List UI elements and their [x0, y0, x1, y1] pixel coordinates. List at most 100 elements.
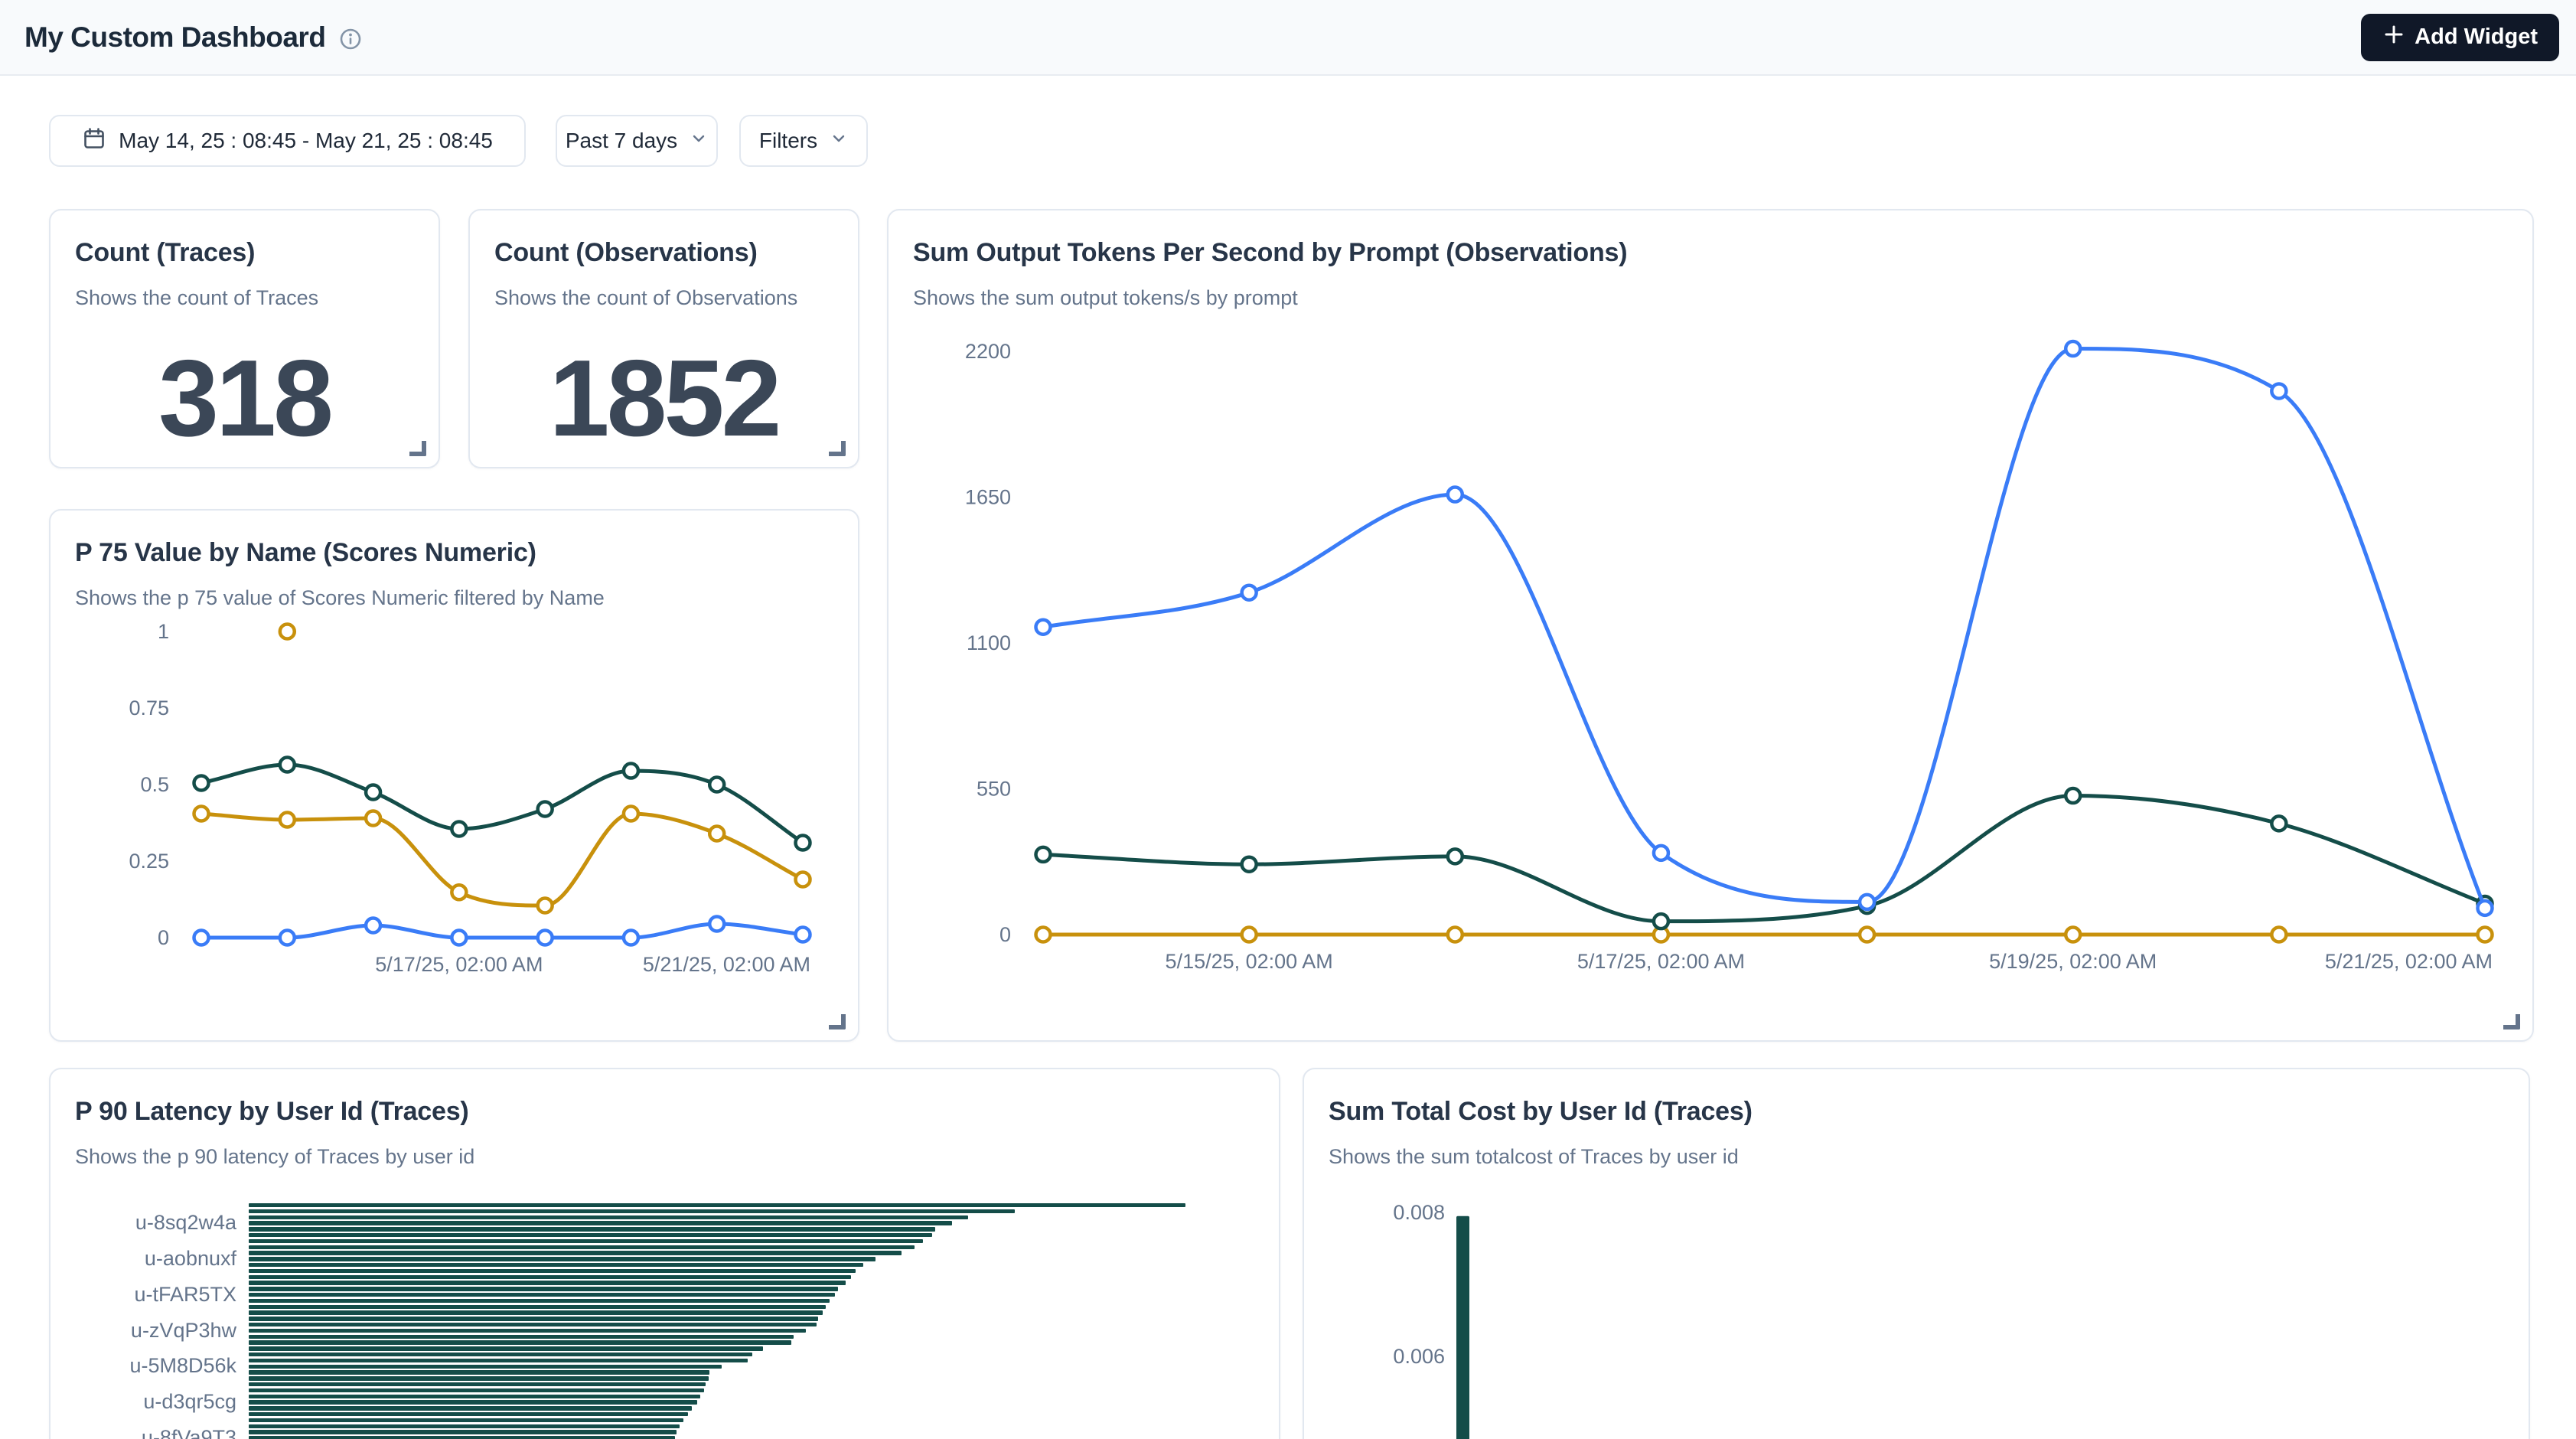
bar: [249, 1412, 688, 1416]
bar: [249, 1353, 752, 1356]
bar: [249, 1293, 835, 1297]
widget-subtitle: Shows the p 75 value of Scores Numeric f…: [75, 586, 833, 610]
widget-subtitle: Shows the count of Observations: [494, 286, 833, 310]
filters-button[interactable]: Filters: [739, 115, 868, 167]
widget-title: Sum Output Tokens Per Second by Prompt (…: [913, 238, 2508, 268]
svg-text:0.008: 0.008: [1393, 1201, 1445, 1224]
bar-axis-label: u-8fVa9T3: [75, 1426, 249, 1439]
bar: [249, 1424, 680, 1428]
widget-subtitle: Shows the sum totalcost of Traces by use…: [1329, 1145, 2504, 1169]
bar: [249, 1365, 722, 1369]
bar: [249, 1281, 846, 1284]
bar: [249, 1299, 830, 1303]
svg-text:0.5: 0.5: [140, 773, 169, 796]
bar: [249, 1406, 692, 1410]
range-preset-button[interactable]: Past 7 days: [556, 115, 718, 167]
bar: [249, 1395, 700, 1398]
widget-subtitle: Shows the p 90 latency of Traces by user…: [75, 1145, 1254, 1169]
svg-text:5/21/25, 02:00 AM: 5/21/25, 02:00 AM: [2325, 950, 2493, 973]
bar: [249, 1269, 856, 1273]
bar: [249, 1203, 1185, 1207]
bar-axis-label: u-tFAR5TX: [75, 1283, 249, 1307]
bar: [249, 1376, 709, 1380]
svg-text:5/21/25, 02:00 AM: 5/21/25, 02:00 AM: [643, 953, 810, 976]
bar-axis-label: u-d3qr5cg: [75, 1390, 249, 1414]
chevron-down-icon: [830, 129, 848, 153]
bar-axis-label: u-zVqP3hw: [75, 1319, 249, 1343]
filters-label: Filters: [759, 129, 817, 153]
add-widget-button[interactable]: Add Widget: [2361, 14, 2559, 61]
resize-handle-icon[interactable]: [2503, 1014, 2520, 1029]
bar: [249, 1287, 838, 1291]
bar: [249, 1257, 876, 1261]
svg-text:5/17/25, 02:00 AM: 5/17/25, 02:00 AM: [1577, 950, 1745, 973]
calendar-icon: [82, 126, 106, 156]
bar: [249, 1329, 806, 1333]
bar: [249, 1346, 763, 1350]
widget-title: Sum Total Cost by User Id (Traces): [1329, 1097, 2504, 1127]
date-range-button[interactable]: May 14, 25 : 08:45 - May 21, 25 : 08:45: [49, 115, 526, 167]
range-preset-label: Past 7 days: [566, 129, 677, 153]
svg-text:5/15/25, 02:00 AM: 5/15/25, 02:00 AM: [1166, 950, 1333, 973]
widget-p75-chart: P 75 Value by Name (Scores Numeric) Show…: [49, 509, 859, 1042]
plus-icon: [2382, 23, 2405, 52]
bar: [249, 1317, 818, 1320]
resize-handle-icon[interactable]: [409, 441, 426, 456]
svg-text:0.006: 0.006: [1393, 1345, 1445, 1368]
bar: [249, 1275, 851, 1279]
line-chart-canvas: 00.250.50.7515/17/25, 02:00 AM5/21/25, 0…: [75, 612, 836, 1029]
bar: [249, 1215, 968, 1219]
bar: [249, 1209, 1015, 1213]
widget-subtitle: Shows the sum output tokens/s by prompt: [913, 286, 2508, 310]
bar-axis-label: u-5M8D56k: [75, 1354, 249, 1378]
chevron-down-icon: [690, 129, 708, 153]
widget-cost-chart: Sum Total Cost by User Id (Traces) Shows…: [1303, 1068, 2530, 1439]
bar-chart-canvas: 0.008 0.006: [1329, 1180, 2507, 1439]
bar: [249, 1370, 709, 1374]
bar: [249, 1335, 794, 1339]
svg-text:0.25: 0.25: [129, 850, 169, 873]
svg-text:1650: 1650: [965, 486, 1011, 509]
metric-value: 1852: [494, 336, 833, 462]
page-title: My Custom Dashboard: [24, 21, 325, 54]
widget-title: P 75 Value by Name (Scores Numeric): [75, 538, 833, 568]
svg-text:5/19/25, 02:00 AM: 5/19/25, 02:00 AM: [1989, 950, 2157, 973]
bar: [249, 1388, 704, 1392]
app-header: My Custom Dashboard Add Widget: [0, 0, 2576, 76]
svg-text:0.75: 0.75: [129, 697, 169, 720]
resize-handle-icon[interactable]: [829, 1014, 846, 1029]
svg-text:2200: 2200: [965, 340, 1011, 363]
bar: [249, 1382, 706, 1386]
bar: [249, 1305, 826, 1309]
widget-count-observations: Count (Observations) Shows the count of …: [468, 209, 859, 468]
resize-handle-icon[interactable]: [829, 441, 846, 456]
widget-p90-chart: P 90 Latency by User Id (Traces) Shows t…: [49, 1068, 1280, 1439]
svg-text:0: 0: [999, 923, 1011, 946]
metric-value: 318: [75, 336, 414, 462]
svg-text:1100: 1100: [967, 631, 1011, 654]
svg-text:0: 0: [158, 926, 169, 949]
line-chart-canvas: 0 550 1100 1650 2200 5/15/25, 02:00 AM 5/17/25…: [913, 331, 2511, 1026]
bar: [249, 1418, 683, 1422]
svg-text:5/17/25, 02:00 AM: 5/17/25, 02:00 AM: [375, 953, 543, 976]
bar-chart-canvas: u-8sq2w4au-aobnuxfu-tFAR5TXu-zVqP3hwu-5M…: [75, 1180, 1256, 1439]
bar: [249, 1323, 817, 1326]
svg-text:550: 550: [977, 778, 1011, 801]
bar: [249, 1340, 791, 1344]
bar: [249, 1400, 697, 1404]
info-icon[interactable]: [339, 28, 362, 51]
bar: [249, 1251, 902, 1255]
bar: [249, 1263, 863, 1267]
bar: [249, 1239, 923, 1243]
widget-subtitle: Shows the count of Traces: [75, 286, 414, 310]
bar: [249, 1227, 935, 1231]
widget-count-traces: Count (Traces) Shows the count of Traces…: [49, 209, 440, 468]
bar: [249, 1430, 677, 1434]
bar-axis-label: u-aobnuxf: [75, 1247, 249, 1271]
widget-title: Count (Traces): [75, 238, 414, 268]
bar: [249, 1221, 952, 1225]
widget-title: Count (Observations): [494, 238, 833, 268]
date-range-text: May 14, 25 : 08:45 - May 21, 25 : 08:45: [119, 129, 493, 153]
bar: [249, 1245, 915, 1249]
add-widget-label: Add Widget: [2415, 24, 2538, 50]
